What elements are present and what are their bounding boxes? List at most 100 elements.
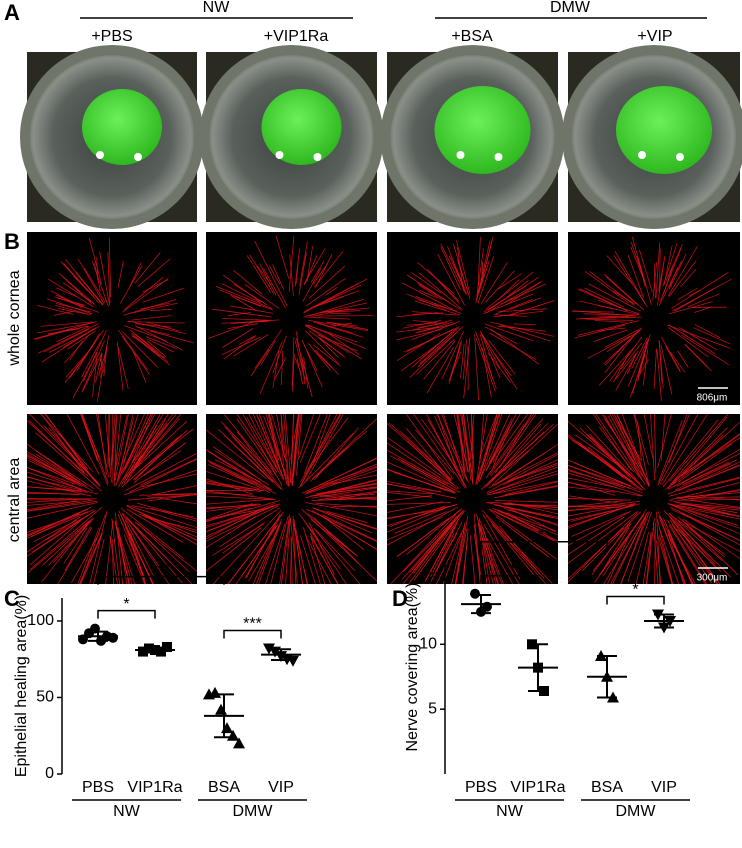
nerve <box>294 248 301 287</box>
nerve <box>267 414 279 466</box>
nerve <box>100 358 105 374</box>
nerve <box>52 518 95 563</box>
significance: * <box>632 582 638 599</box>
nerve <box>294 357 303 376</box>
y-tick-label: 0 <box>45 765 54 782</box>
nerve <box>239 335 256 345</box>
nerve <box>303 520 347 584</box>
nerve <box>487 352 511 383</box>
nerves <box>208 235 374 397</box>
nerve <box>494 353 512 377</box>
nerve <box>486 466 558 495</box>
nerve <box>612 353 637 383</box>
nerve <box>493 510 558 542</box>
nerve <box>477 523 488 584</box>
nerve <box>579 315 630 320</box>
nerve <box>222 328 254 348</box>
nerve <box>252 414 279 471</box>
nerve <box>678 520 723 561</box>
stain <box>261 89 342 165</box>
nerve <box>48 278 94 308</box>
group-label: NW <box>496 803 524 820</box>
nerve <box>276 414 286 458</box>
nerve <box>394 511 448 534</box>
nerve <box>494 443 558 487</box>
nerve <box>63 527 88 564</box>
nerve <box>676 528 722 573</box>
nerve <box>53 311 73 316</box>
nerve <box>568 510 639 564</box>
nerve <box>206 504 257 509</box>
nerve <box>222 318 268 321</box>
nerve <box>323 516 365 551</box>
nerve <box>668 414 729 482</box>
column-label: +BSA <box>451 28 493 45</box>
nerve <box>254 240 288 307</box>
nerve <box>693 327 731 345</box>
nerve <box>430 523 458 577</box>
nerve <box>473 533 482 584</box>
nerve <box>668 260 697 298</box>
nerve <box>98 347 108 376</box>
nerve <box>507 509 558 525</box>
nerve <box>109 535 118 584</box>
nerve <box>144 515 197 546</box>
nerve <box>308 522 335 575</box>
nerve <box>574 434 625 470</box>
nerve <box>455 515 469 584</box>
nerve <box>46 298 93 315</box>
point <box>227 729 239 741</box>
nerve <box>415 429 455 474</box>
nerve <box>306 508 377 543</box>
nerve <box>132 425 157 472</box>
nerve <box>390 514 457 584</box>
nerve <box>208 464 253 485</box>
nerve <box>54 296 86 306</box>
nerve <box>478 414 503 482</box>
nerve <box>677 464 740 492</box>
nerve <box>315 529 355 571</box>
nerve <box>55 294 85 307</box>
nerve <box>406 322 437 326</box>
nerve <box>604 415 642 480</box>
nerve <box>477 256 495 304</box>
nerve <box>227 514 282 584</box>
nerve <box>670 351 686 373</box>
nerve <box>27 451 88 488</box>
nerve <box>448 255 468 295</box>
y-tick-label: 10 <box>419 636 437 653</box>
nerve <box>114 521 133 584</box>
nerve <box>586 424 637 480</box>
nerve <box>450 256 465 288</box>
point <box>470 588 480 599</box>
nerve <box>587 446 636 485</box>
nerve <box>307 343 331 371</box>
point <box>215 703 227 715</box>
nerve <box>441 330 464 380</box>
nerve <box>690 489 740 500</box>
nerve <box>568 498 631 501</box>
nerve <box>121 331 159 368</box>
stain <box>82 89 162 165</box>
nerve <box>393 471 456 493</box>
nerve <box>406 293 447 311</box>
nerve <box>387 490 433 495</box>
nerve <box>497 510 558 536</box>
nerve <box>118 329 148 370</box>
nerve <box>66 414 100 475</box>
nerve <box>114 522 130 584</box>
nerve <box>310 535 339 584</box>
nerve <box>308 265 345 299</box>
bracket <box>480 540 608 550</box>
nerve <box>620 511 650 584</box>
nerve <box>387 449 449 485</box>
significance: *** <box>152 562 171 579</box>
nerve <box>604 327 643 348</box>
nerve <box>28 419 85 475</box>
nerve <box>43 328 89 353</box>
nerve <box>290 414 299 460</box>
highlight <box>96 151 104 159</box>
nerve <box>327 321 369 330</box>
nerve <box>668 525 706 584</box>
nerve <box>488 508 558 544</box>
